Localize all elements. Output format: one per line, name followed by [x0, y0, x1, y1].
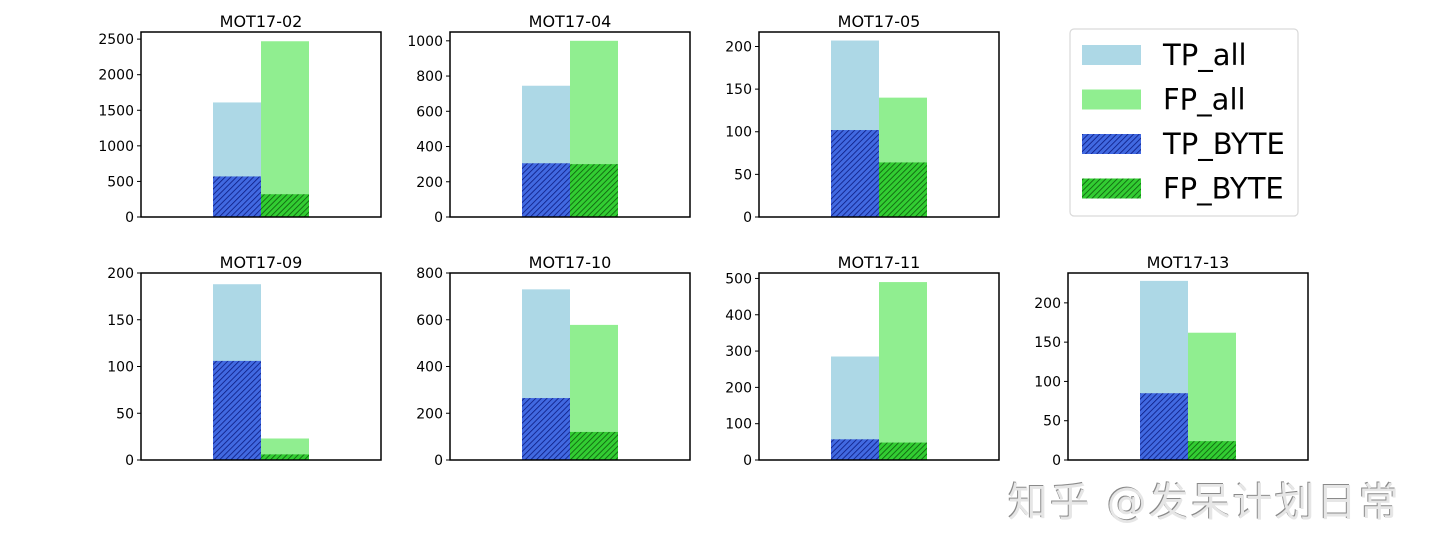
- y-tick-label: 600: [416, 104, 443, 120]
- y-tick-label: 150: [1034, 335, 1061, 351]
- y-tick-label: 150: [725, 82, 752, 98]
- bar-fp-all: [879, 282, 927, 460]
- y-tick-label: 600: [416, 313, 443, 329]
- y-tick-label: 0: [743, 453, 752, 469]
- bar-tp-byte: [831, 130, 879, 217]
- legend-swatch-tp-byte: [1082, 134, 1141, 154]
- y-tick-label: 200: [725, 380, 752, 396]
- y-tick-label: 1000: [98, 139, 134, 155]
- bar-fp-byte: [1188, 441, 1236, 460]
- y-tick-label: 400: [416, 360, 443, 376]
- bar-fp-byte: [879, 162, 927, 217]
- subplot-title: MOT17-13: [1147, 253, 1230, 272]
- bar-tp-byte: [522, 163, 570, 217]
- subplot-title: MOT17-02: [220, 12, 303, 31]
- bar-fp-byte: [261, 454, 309, 460]
- y-tick-label: 200: [725, 39, 752, 55]
- y-tick-label: 100: [1034, 374, 1061, 390]
- legend-swatch-tp-all: [1082, 45, 1141, 65]
- y-tick-label: 150: [107, 313, 134, 329]
- y-tick-label: 300: [725, 344, 752, 360]
- subplot-mot17-10: 0 200 400 600 800 MOT17-10: [416, 253, 691, 469]
- y-tick-label: 500: [107, 174, 134, 190]
- bar-tp-byte: [213, 360, 261, 460]
- y-tick-label: 100: [107, 360, 134, 376]
- y-tick-label: 400: [416, 140, 443, 156]
- bar-tp-byte: [213, 176, 261, 217]
- y-tick-label: 800: [416, 69, 443, 85]
- y-tick-label: 1000: [407, 34, 443, 50]
- legend-label: FP_BYTE: [1163, 172, 1284, 206]
- plot-frame: [758, 272, 1000, 461]
- y-tick-label: 400: [725, 308, 752, 324]
- subplot-title: MOT17-04: [529, 12, 612, 31]
- legend-swatch-fp-all: [1082, 89, 1141, 110]
- y-tick-label: 0: [125, 210, 134, 226]
- subplot-mot17-13: 0 50 100 150 200 MOT17-13: [1034, 253, 1309, 469]
- bar-fp-byte: [570, 431, 618, 460]
- y-tick-label: 50: [116, 406, 134, 422]
- bar-fp-byte: [879, 442, 927, 460]
- y-tick-label: 100: [725, 417, 752, 433]
- y-tick-label: 50: [1043, 414, 1061, 430]
- bar-fp-all: [1188, 332, 1236, 460]
- y-tick-label: 100: [725, 125, 752, 141]
- subplot-title: MOT17-10: [529, 253, 612, 272]
- legend: TP_all FP_all TP_BYTE FP_BYTE: [1069, 28, 1299, 217]
- bar-fp-all: [261, 41, 309, 217]
- y-tick-label: 500: [725, 271, 752, 287]
- plot-frame: [1067, 272, 1309, 461]
- y-tick-label: 0: [434, 210, 443, 226]
- bar-fp-byte: [261, 194, 309, 217]
- y-tick-label: 200: [1034, 296, 1061, 312]
- y-tick-label: 2000: [98, 68, 134, 84]
- watermark-text: 知乎 @发呆计划日常: [1008, 480, 1401, 526]
- legend-label: FP_all: [1163, 83, 1246, 117]
- y-tick-label: 0: [434, 453, 443, 469]
- y-tick-label: 2500: [98, 32, 134, 48]
- y-tick-label: 1500: [98, 103, 134, 119]
- y-tick-label: 0: [743, 210, 752, 226]
- y-tick-label: 800: [416, 266, 443, 282]
- subplot-mot17-04: 0 200 400 600 800 1000 MOT17-04: [407, 12, 691, 226]
- y-tick-label: 50: [734, 167, 752, 183]
- y-tick-label: 0: [1052, 453, 1061, 469]
- bar-tp-byte: [831, 439, 879, 460]
- y-tick-label: 200: [416, 406, 443, 422]
- legend-label: TP_all: [1162, 38, 1247, 72]
- subplot-title: MOT17-05: [838, 12, 921, 31]
- subplot-mot17-09: 0 50 100 150 200 MOT17-09: [107, 253, 382, 469]
- subplot-title: MOT17-09: [220, 253, 303, 272]
- subplot-mot17-05: 0 50 100 150 200 MOT17-05: [725, 12, 1000, 226]
- subplot-mot17-11: 0 100 200 300 400 500 MOT17-11: [725, 253, 1000, 469]
- bar-fp-byte: [570, 164, 618, 217]
- legend-swatch-fp-byte: [1082, 178, 1141, 199]
- bar-tp-byte: [1140, 393, 1188, 460]
- bar-tp-byte: [522, 398, 570, 460]
- legend-label: TP_BYTE: [1162, 127, 1285, 161]
- plot-frame: [140, 31, 382, 218]
- subplot-mot17-02: 0 500 1000 1500 2000 2500 MOT17-02: [98, 12, 382, 226]
- plot-frame: [758, 31, 1000, 218]
- legend-box: [1069, 28, 1299, 217]
- subplot-title: MOT17-11: [838, 253, 921, 272]
- y-tick-label: 0: [125, 453, 134, 469]
- y-tick-label: 200: [416, 175, 443, 191]
- y-tick-label: 200: [107, 266, 134, 282]
- plot-frame: [449, 31, 691, 218]
